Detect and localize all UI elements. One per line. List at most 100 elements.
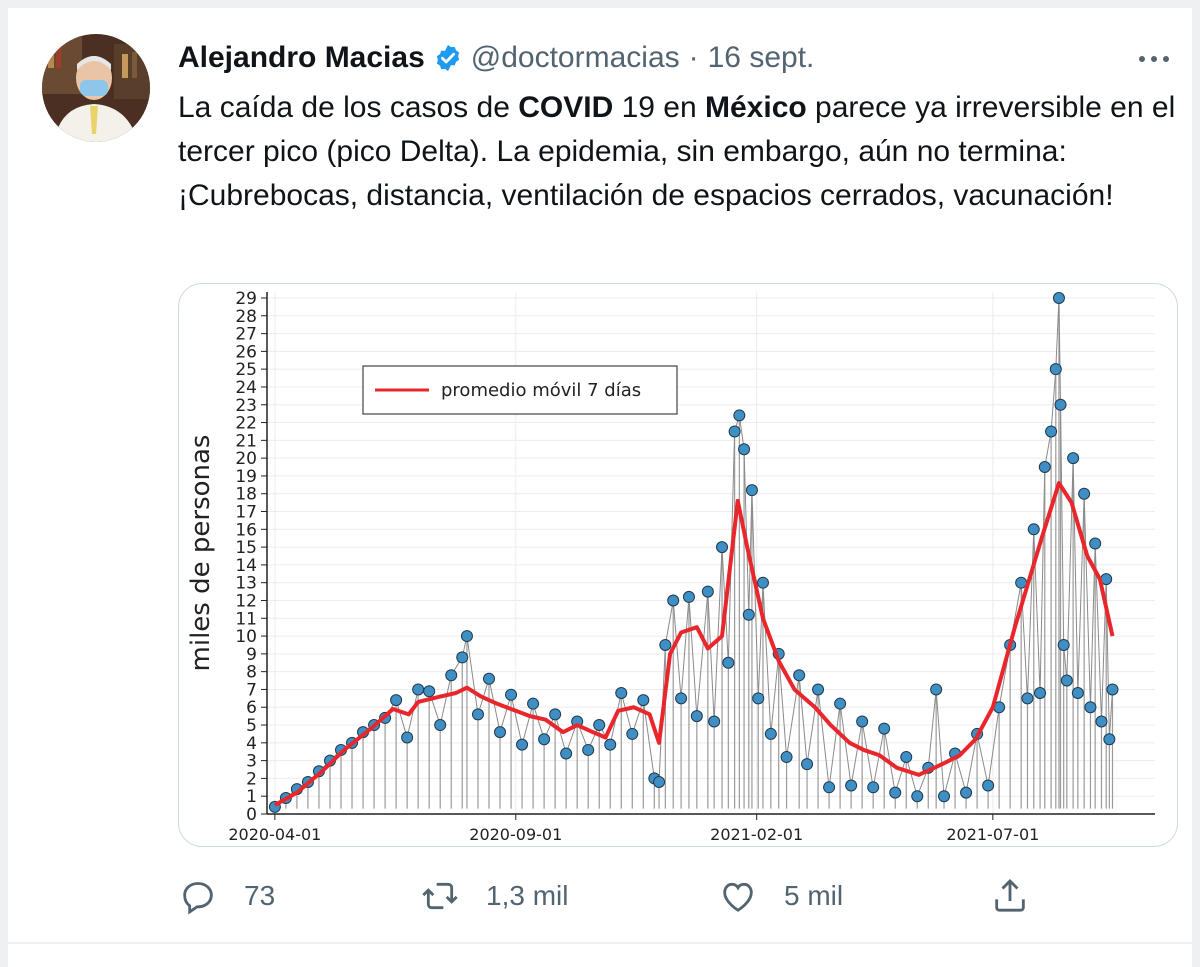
tweet-text-part-4: parece ya irreversible en el tercer pico… <box>178 91 1176 212</box>
next-tweet-divider <box>8 944 1192 967</box>
data-point <box>1067 452 1080 465</box>
tweet-text-part-0: La caída de los casos de <box>178 91 519 124</box>
tweet-text: La caída de los casos de COVID 19 en Méx… <box>178 86 1178 218</box>
data-point <box>1071 687 1084 700</box>
avatar[interactable] <box>42 34 150 142</box>
data-point <box>604 738 617 751</box>
data-point <box>434 719 447 732</box>
data-point <box>867 781 880 794</box>
y-tick-label: 24 <box>235 378 257 398</box>
data-point <box>856 715 869 728</box>
data-point <box>728 425 741 438</box>
tweet-date[interactable]: 16 sept. <box>707 41 815 74</box>
y-tick-label: 9 <box>246 645 257 665</box>
x-tick-label: 2020-04-01 <box>228 825 321 844</box>
reply-button[interactable]: 73 <box>178 868 275 924</box>
y-tick-label: 28 <box>235 307 257 327</box>
data-point <box>889 786 902 799</box>
legend-label: promedio móvil 7 días <box>441 380 641 401</box>
data-point <box>505 688 518 701</box>
data-point <box>701 585 714 598</box>
data-point <box>412 683 425 696</box>
data-point <box>423 685 436 698</box>
covid-cases-chart: 0123456789101112131415161718192021222324… <box>186 289 1155 844</box>
data-point <box>471 708 484 721</box>
y-tick-label: 16 <box>235 520 257 540</box>
data-point <box>682 590 695 603</box>
y-tick-label: 25 <box>235 360 257 380</box>
x-tick-label: 2021-02-01 <box>710 825 803 844</box>
data-point <box>752 692 765 705</box>
author-name[interactable]: Alejandro Macias <box>178 41 425 74</box>
author-handle[interactable]: @doctormacias <box>470 41 680 74</box>
data-point <box>911 790 924 803</box>
data-point <box>938 790 951 803</box>
y-tick-label: 12 <box>235 591 257 611</box>
data-point <box>582 743 595 756</box>
data-point <box>733 409 746 422</box>
data-point <box>982 779 995 792</box>
data-point <box>659 638 672 651</box>
data-point <box>823 781 836 794</box>
y-tick-label: 8 <box>246 663 257 683</box>
data-point <box>1049 363 1062 376</box>
data-point <box>812 683 825 696</box>
data-point <box>1027 523 1040 536</box>
reply-count: 73 <box>244 880 276 911</box>
data-point <box>1054 398 1067 411</box>
data-point <box>593 719 606 732</box>
retweet-button[interactable]: 1,3 mil <box>420 868 568 924</box>
data-point <box>845 779 858 792</box>
more-options-icon[interactable] <box>1134 43 1174 75</box>
data-point <box>1078 487 1091 500</box>
like-button[interactable]: 5 mil <box>718 868 843 924</box>
y-tick-label: 1 <box>246 787 257 807</box>
y-tick-label: 4 <box>246 734 257 754</box>
data-point <box>527 697 540 710</box>
data-point <box>615 687 628 700</box>
data-point <box>756 576 769 589</box>
y-tick-label: 18 <box>235 485 257 505</box>
data-point <box>878 722 891 735</box>
data-point <box>764 727 777 740</box>
y-tick-label: 2 <box>246 769 257 789</box>
data-point <box>456 651 469 664</box>
data-point <box>494 726 507 739</box>
y-tick-label: 17 <box>235 503 257 523</box>
data-point <box>653 775 666 788</box>
retweet-icon <box>422 882 458 910</box>
reply-icon <box>183 882 213 915</box>
like-count: 5 mil <box>784 880 844 911</box>
data-point <box>716 541 729 554</box>
y-tick-label: 26 <box>235 342 257 362</box>
y-axis-label: miles de personas <box>186 435 216 672</box>
data-point <box>549 708 562 721</box>
y-tick-label: 5 <box>246 716 257 736</box>
tweet-text-part-2: 19 en <box>613 91 705 124</box>
data-point <box>1103 733 1116 746</box>
x-tick-label: 2021-07-01 <box>946 825 1039 844</box>
data-point <box>690 710 703 723</box>
tweet-actions: 73 1,3 mil 5 mil <box>178 868 1038 924</box>
data-point <box>1106 683 1119 696</box>
data-point <box>538 733 551 746</box>
share-button[interactable] <box>990 868 1030 924</box>
data-point <box>780 751 793 764</box>
y-tick-label: 19 <box>235 467 257 487</box>
y-tick-label: 15 <box>235 538 257 558</box>
data-point <box>483 672 495 685</box>
verified-badge-icon <box>433 43 463 73</box>
data-point <box>516 738 529 751</box>
data-point <box>1084 701 1097 714</box>
y-tick-label: 3 <box>246 752 257 772</box>
data-point <box>1057 638 1070 651</box>
tweet-media-chart[interactable]: 0 1 2 3 4 5 6 7 8 9 10 11 12 13 14 15 16 17 18 19 20 21 22 23 24… <box>178 283 1178 847</box>
data-point <box>745 484 758 497</box>
separator: · <box>688 41 699 74</box>
data-point <box>738 443 751 456</box>
data-point <box>637 694 650 707</box>
data-point <box>742 608 755 621</box>
data-point <box>675 692 688 705</box>
data-point <box>1021 692 1034 705</box>
tweet-header: Alejandro Macias @doctormacias · 16 sept… <box>178 38 814 78</box>
